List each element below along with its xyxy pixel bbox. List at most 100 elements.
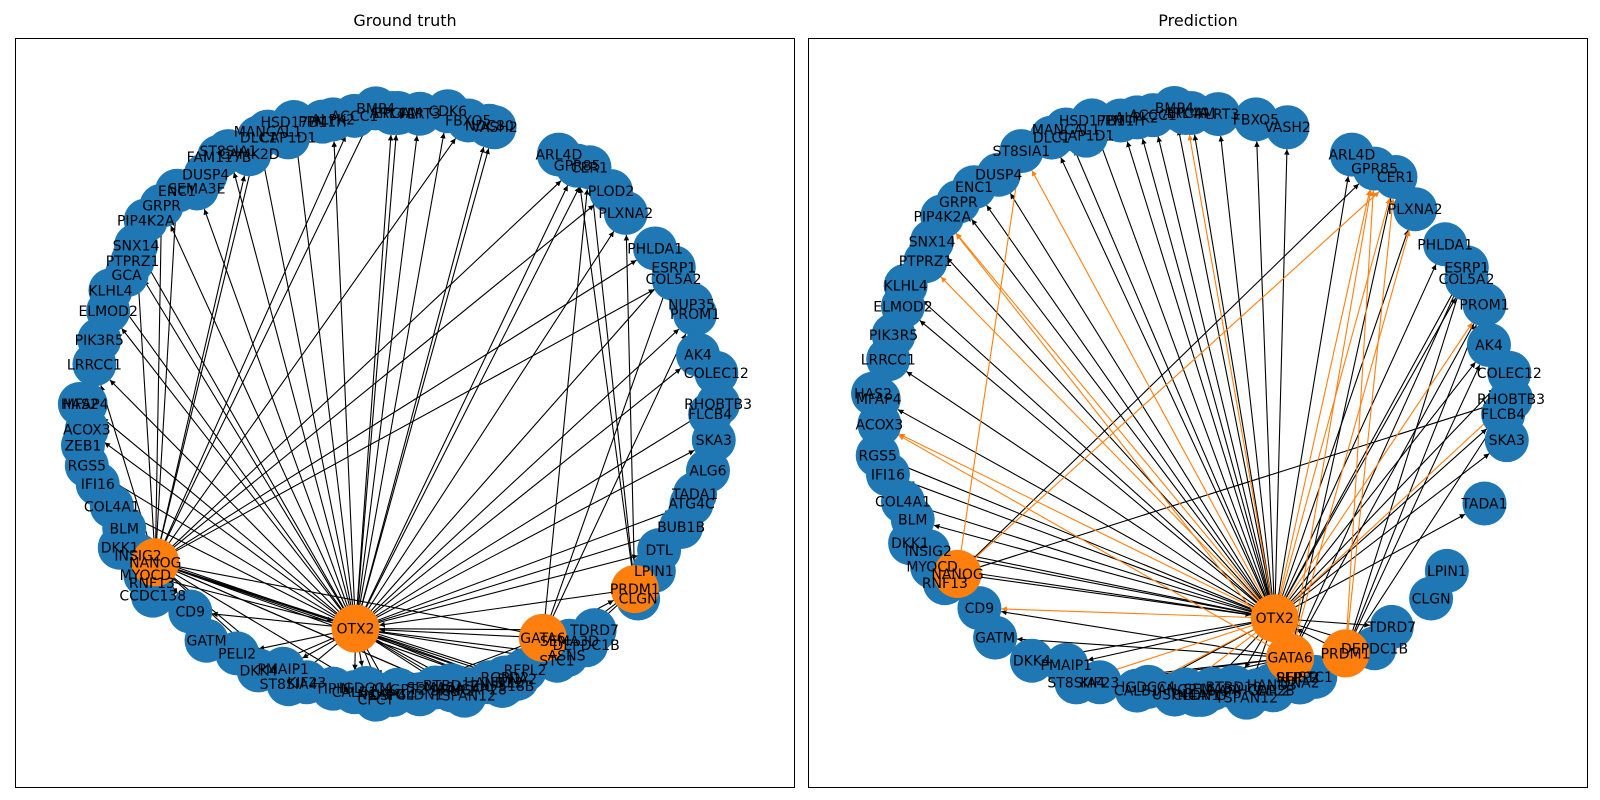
node-label-vash2: VASH2 (1264, 120, 1311, 136)
node-label-sfrp2: SFRP2 (1276, 670, 1320, 686)
node-label-prom1: PROM1 (1459, 297, 1509, 313)
node-label-dtl: DTL (646, 543, 673, 559)
node-label-atg4c: ATG4C (668, 497, 715, 513)
edge-otx2-myocd (953, 568, 1275, 619)
highlight-edge-gata6-acox3 (898, 434, 1291, 659)
node-label-flcb4: FLCB4 (688, 407, 732, 423)
node-label-elmod2: ELMOD2 (78, 304, 137, 320)
highlight-edge-otx2-prom1 (1274, 322, 1473, 619)
edge-nanog-accc1 (154, 135, 347, 563)
node-label-rfpl2: RFPL2 (504, 663, 547, 679)
edge-otx2-epcam (354, 134, 399, 629)
node-label-cer1: CER1 (1377, 170, 1414, 186)
node-label-sema3d: SEMA3D (540, 634, 599, 650)
edge-otx2-dtl (355, 554, 638, 630)
gene-node-rhobtb3 (696, 382, 741, 426)
edge-otx2-cdk6 (354, 132, 446, 629)
node-label-arl4a: ARL4A (1163, 106, 1209, 122)
node-label-pik3r5: PIK3R5 (869, 328, 918, 344)
node-label-dlc1: DLC1 (240, 131, 277, 147)
node-label-fbxo5: FBXO5 (1233, 112, 1279, 128)
edge-otx2-rgs5 (897, 463, 1275, 619)
edge-prdm1-prom1 (1345, 324, 1477, 654)
node-label-pmaip1: PMAIP1 (1041, 658, 1093, 674)
edge-otx2-col4a1 (923, 507, 1275, 619)
node-label-grpr: GRPR (142, 199, 181, 215)
node-label-cer1: CER1 (571, 160, 608, 176)
node-label-gpr85: GPR85 (554, 159, 601, 175)
highlight-edge-otx2-cd9 (1001, 606, 1275, 619)
hub-node-gata6 (1266, 633, 1315, 682)
edge-prdm1-otx2 (379, 588, 635, 628)
panel-title-prediction: Prediction (1158, 11, 1238, 30)
node-label-otx2: OTX2 (336, 622, 374, 638)
node-label-kif23: KIF23 (1080, 675, 1119, 691)
edge-nanog-igdcc4 (155, 561, 348, 678)
gene-node-ndc80 (467, 103, 512, 148)
node-label-peli2: PELI2 (218, 646, 256, 662)
node-label-colec12: COLEC12 (1477, 366, 1542, 382)
edge-nanog-sfrp2 (155, 561, 433, 683)
gene-node-pmaip1 (1044, 642, 1089, 687)
gene-node-gpr85 (555, 143, 600, 188)
edge-nanog-snx14 (134, 267, 156, 563)
node-label-gatm: GATM (187, 634, 227, 650)
edge-otx2-ptprz1 (143, 279, 356, 629)
node-label-pik3r5: PIK3R5 (75, 333, 124, 349)
edge-prdm1-gpr85 (578, 187, 636, 590)
node-label-ska3: SKA3 (696, 433, 732, 449)
edge-otx2-alpk2 (331, 141, 357, 629)
node-label-klhl4: KLHL4 (88, 283, 132, 299)
edge-otx2-epcam (1192, 134, 1276, 619)
node-label-elmod2: ELMOD2 (873, 299, 932, 315)
node-label-st8sia4: ST8SIA4 (1047, 675, 1105, 691)
edge-otx2-insig2 (949, 553, 1275, 619)
prediction-network-frame: EPCAM VASH2 ARL4D CER1 GPR85 PLXNA2 PHLDA1 COL5… (808, 38, 1588, 788)
edge-otx2-ndc80 (354, 146, 485, 629)
node-label-accc1: ACCC1 (331, 109, 379, 125)
node-label-zeb1: ZEB1 (64, 438, 101, 454)
node-label-angpt2: ANGPT2 (370, 683, 427, 699)
highlight-edge-prdm1-gpr85 (1345, 190, 1376, 654)
highlight-edge-prdm1-cer1 (1345, 198, 1396, 654)
node-label-flcb4: FLCB4 (1481, 407, 1525, 423)
node-label-st8sia4: ST8SIA4 (260, 677, 318, 693)
node-label-phlda1: PHLDA1 (1417, 237, 1473, 253)
gene-node-plxna2 (603, 190, 648, 235)
node-label-cd9: CD9 (965, 601, 994, 617)
node-label-clgn: CLGN (619, 591, 658, 607)
node-label-dna2: DNA2 (1280, 676, 1320, 692)
node-label-calb1: CALB1 (332, 685, 378, 701)
edge-otx2-cd9 (212, 611, 356, 630)
edge-nanog-gpr85 (957, 183, 1360, 575)
edge-nanog-col5a2 (155, 288, 655, 563)
gene-node-arl4a (1163, 91, 1208, 136)
highlight-edge-nanog-st8sia1 (957, 172, 1021, 575)
node-label-colec12: COLEC12 (684, 366, 749, 382)
edge-otx2-blm (933, 524, 1275, 619)
hub-node-prdm1 (610, 565, 659, 614)
highlight-edge-nanog-cer1 (957, 191, 1380, 575)
highlight-edge-otx2-pip4k2a (955, 232, 1276, 619)
node-label-prom1: PROM1 (670, 307, 720, 323)
edge-otx2-rhobtb3 (355, 415, 700, 630)
highlight-edge-otx2-cer1 (1274, 198, 1391, 619)
edge-nanog-grpr (154, 227, 164, 563)
edge-otx2-bub1b (355, 532, 661, 630)
node-label-plxna2: PLXNA2 (598, 206, 653, 222)
highlight-edge-otx2-st8sia1 (1031, 170, 1276, 619)
node-label-dkk4: DKK4 (240, 663, 278, 679)
node-label-hand3: HAND3 (464, 675, 514, 691)
highlight-edge-gata6-gpr85 (1289, 190, 1373, 658)
node-label-depdc1b: DEPDC1B (553, 638, 620, 654)
node-label-gatm: GATM (975, 631, 1015, 647)
edge-otx2-cer1 (355, 186, 580, 629)
node-label-st8sia1: ST8SIA1 (199, 144, 257, 160)
node-label-tdrd7: TDRD7 (1366, 620, 1416, 636)
node-label-lrrcc1: LRRCC1 (861, 352, 916, 368)
highlight-edge-otx2-acox3 (898, 433, 1275, 619)
gene-node-ska3 (1484, 418, 1529, 463)
node-label-asns: ASNS (548, 648, 586, 664)
edge-prdm1-esrp1 (1345, 288, 1462, 654)
